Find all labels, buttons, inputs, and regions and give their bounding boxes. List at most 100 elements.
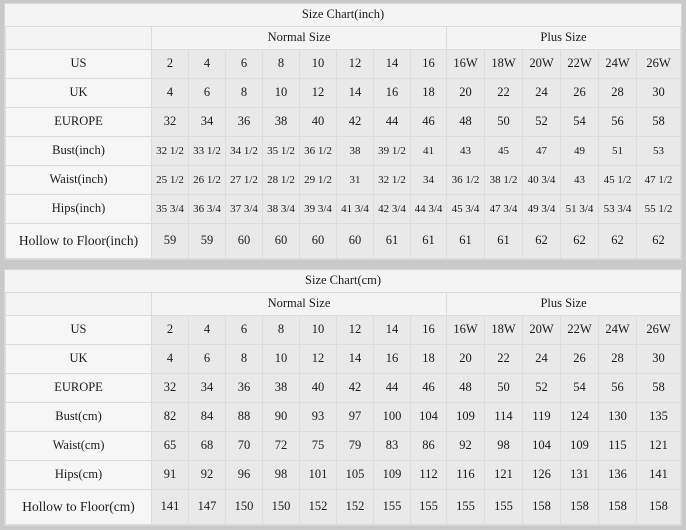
row-label-uk: UK <box>5 344 152 374</box>
cell: 28 1/2 <box>262 165 300 195</box>
cell: 10 <box>299 49 337 79</box>
cell: 92 <box>446 431 485 461</box>
cell: 36 <box>225 373 263 403</box>
cell: 29 1/2 <box>299 165 337 195</box>
cell: 14 <box>336 78 374 108</box>
cell: 16W <box>446 49 485 79</box>
cell: 48 <box>446 373 485 403</box>
cell: 112 <box>410 460 447 490</box>
table-row: Bust(cm) 82 84 88 90 93 97 100 104 109 114 119 124 13… <box>5 402 682 432</box>
cell: 14 <box>373 315 411 345</box>
cell: 2 <box>151 315 189 345</box>
cell: 16 <box>410 315 447 345</box>
cell: 4 <box>188 49 226 79</box>
row-label-uk: UK <box>5 78 152 108</box>
row-label-europe: EUROPE <box>5 107 152 137</box>
cell: 40 3/4 <box>522 165 561 195</box>
cell: 150 <box>225 489 263 525</box>
cell: 26W <box>636 49 681 79</box>
cell: 84 <box>188 402 226 432</box>
cell: 38 3/4 <box>262 194 300 224</box>
cell: 20W <box>522 315 561 345</box>
cell: 55 1/2 <box>636 194 681 224</box>
cell: 93 <box>299 402 337 432</box>
cell: 8 <box>262 49 300 79</box>
cell: 42 3/4 <box>373 194 411 224</box>
cell: 45 3/4 <box>446 194 485 224</box>
cell: 20W <box>522 49 561 79</box>
cell: 109 <box>373 460 411 490</box>
cell: 135 <box>635 402 682 432</box>
cell: 101 <box>299 460 337 490</box>
cell: 12 <box>336 315 374 345</box>
cell: 92 <box>188 460 226 490</box>
cell: 97 <box>336 402 374 432</box>
group-header-normal-size: Normal Size <box>151 292 447 316</box>
cell: 36 3/4 <box>188 194 226 224</box>
cell: 43 <box>560 165 599 195</box>
cell: 105 <box>336 460 374 490</box>
cell: 96 <box>225 460 263 490</box>
cell: 141 <box>151 489 189 525</box>
table-row: Bust(inch) 32 1/2 33 1/2 34 1/2 35 1/2 36 1/2… <box>5 136 681 166</box>
cell: 158 <box>635 489 682 525</box>
cell: 22 <box>484 344 523 374</box>
group-header-row-inch: Normal Size Plus Size <box>5 26 681 50</box>
cell: 18W <box>484 49 523 79</box>
cell: 30 <box>635 344 682 374</box>
cell: 50 <box>484 107 523 137</box>
cell: 16 <box>373 344 411 374</box>
cell: 52 <box>522 107 561 137</box>
cell: 6 <box>225 315 263 345</box>
title-row-cm: Size Chart(cm) <box>5 270 681 293</box>
cell: 91 <box>151 460 189 490</box>
cell: 42 <box>336 373 374 403</box>
cell: 60 <box>336 223 374 259</box>
cell: 60 <box>299 223 337 259</box>
cell: 47 3/4 <box>484 194 523 224</box>
table-row: Hips(inch) 35 3/4 36 3/4 37 3/4 38 3/4 39 3/4… <box>5 194 681 224</box>
cell: 16 <box>373 78 411 108</box>
cell: 37 3/4 <box>225 194 263 224</box>
cell: 124 <box>560 402 599 432</box>
cell: 116 <box>446 460 485 490</box>
cell: 54 <box>560 107 599 137</box>
cell: 49 3/4 <box>522 194 561 224</box>
cell: 147 <box>188 489 226 525</box>
cell: 60 <box>262 223 300 259</box>
cell: 35 1/2 <box>262 136 300 166</box>
cell: 18 <box>410 78 447 108</box>
cell: 158 <box>598 489 637 525</box>
size-chart-inch-block: Size Chart(inch) Normal Size Plus Size US 2 4… <box>4 3 682 260</box>
cell: 79 <box>336 431 374 461</box>
cell: 22 <box>484 78 523 108</box>
cell: 155 <box>484 489 523 525</box>
cell: 65 <box>151 431 189 461</box>
cell: 38 <box>262 373 300 403</box>
cell: 42 <box>336 107 374 137</box>
row-label-hips-inch: Hips(inch) <box>5 194 152 224</box>
cell: 43 <box>446 136 485 166</box>
cell: 32 1/2 <box>151 136 189 166</box>
cell: 61 <box>410 223 447 259</box>
cell: 155 <box>446 489 485 525</box>
row-label-europe: EUROPE <box>5 373 152 403</box>
cell: 51 <box>598 136 637 166</box>
cell: 27 1/2 <box>225 165 263 195</box>
table-row: EUROPE 32 34 36 38 40 42 44 46 48 50 52 54 56 58 <box>5 373 682 403</box>
cell: 12 <box>299 344 337 374</box>
cell: 38 <box>262 107 300 137</box>
row-label-waist-inch: Waist(inch) <box>5 165 152 195</box>
group-header-spacer <box>5 26 152 50</box>
row-label-bust-inch: Bust(inch) <box>5 136 152 166</box>
cell: 40 <box>299 107 337 137</box>
cell: 155 <box>373 489 411 525</box>
cell: 12 <box>336 49 374 79</box>
cell: 48 <box>446 107 485 137</box>
cell: 26W <box>635 315 682 345</box>
cell: 62 <box>560 223 599 259</box>
cell: 8 <box>225 78 263 108</box>
cell: 26 1/2 <box>188 165 226 195</box>
cell: 141 <box>635 460 682 490</box>
